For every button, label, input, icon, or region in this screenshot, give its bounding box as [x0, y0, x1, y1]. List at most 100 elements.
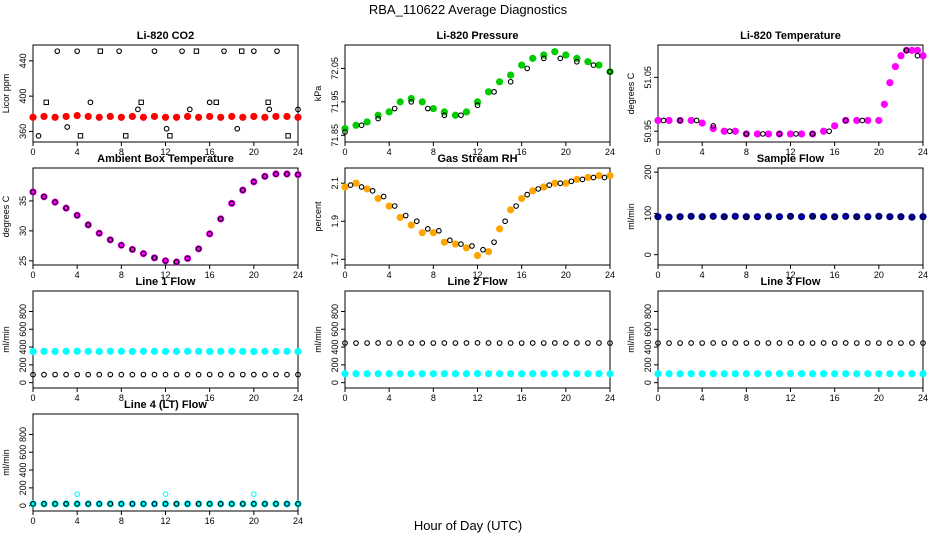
data-point: [726, 128, 733, 135]
data-point: [206, 112, 214, 121]
x-tick-label: 4: [75, 393, 80, 403]
data-point: [250, 112, 258, 121]
data-point: [172, 347, 181, 355]
series-1: [341, 172, 614, 260]
data-point: [228, 371, 235, 378]
data-point: [273, 171, 279, 177]
data-point: [418, 370, 426, 378]
data-point: [574, 58, 580, 65]
data-point: [342, 340, 348, 346]
data-point: [853, 116, 861, 125]
data-point: [397, 340, 404, 346]
data-point: [765, 340, 772, 346]
data-point: [573, 370, 581, 378]
x-tick-label: 0: [342, 147, 347, 157]
x-tick-label: 24: [605, 270, 615, 280]
data-point: [151, 254, 158, 261]
data-point: [573, 175, 581, 184]
data-point: [820, 214, 827, 220]
data-point: [273, 501, 279, 507]
data-point: [462, 370, 471, 378]
data-point: [163, 125, 170, 132]
data-point: [96, 371, 103, 378]
x-tick-label: 12: [160, 516, 170, 526]
y-tick-label: 1.7: [330, 253, 340, 266]
data-point: [765, 213, 772, 220]
data-point: [699, 214, 706, 220]
data-point: [518, 340, 525, 346]
data-point: [557, 55, 564, 62]
data-point: [173, 501, 180, 507]
data-point: [666, 214, 672, 221]
x-tick-label: 0: [655, 147, 660, 157]
data-point: [74, 48, 81, 55]
data-point: [151, 501, 158, 507]
data-point: [262, 371, 268, 378]
data-point: [213, 99, 219, 106]
data-point: [217, 501, 224, 507]
data-point: [495, 78, 504, 86]
data-point: [820, 340, 827, 346]
x-tick-label: 4: [75, 147, 80, 157]
y-tick-label: 200: [643, 165, 653, 180]
data-point: [107, 371, 114, 378]
data-point: [562, 51, 570, 59]
data-point: [584, 58, 592, 66]
data-point: [859, 117, 866, 124]
data-point: [74, 212, 81, 219]
data-point: [106, 112, 114, 121]
data-point: [693, 117, 700, 124]
data-point: [698, 370, 706, 378]
y-axis-label: ml/min: [313, 326, 323, 353]
data-point: [183, 347, 192, 355]
data-point: [352, 370, 360, 378]
data-point: [787, 340, 794, 346]
data-point: [886, 370, 894, 378]
y-tick-label: 600: [18, 322, 28, 337]
data-point: [462, 244, 471, 252]
data-point: [391, 105, 398, 112]
data-point: [720, 370, 728, 378]
data-point: [239, 347, 247, 355]
data-point: [540, 370, 548, 378]
data-point: [513, 203, 519, 209]
data-point: [687, 116, 695, 125]
data-point: [441, 340, 448, 346]
data-point: [666, 340, 672, 346]
data-point: [51, 347, 59, 356]
data-point: [195, 371, 202, 378]
data-point: [842, 370, 850, 378]
panel-title: Li-820 Pressure: [437, 30, 519, 42]
data-point: [595, 61, 603, 69]
data-point: [30, 371, 36, 378]
data-point: [391, 203, 398, 209]
data-point: [743, 214, 750, 220]
data-point: [195, 113, 203, 121]
data-point: [484, 370, 493, 378]
x-tick-label: 8: [119, 270, 124, 280]
data-point: [85, 371, 92, 378]
data-point: [374, 370, 382, 378]
data-point: [820, 127, 828, 135]
data-point: [206, 347, 214, 356]
data-point: [451, 240, 460, 248]
data-point: [250, 491, 257, 497]
data-point: [875, 116, 883, 125]
data-point: [30, 189, 36, 195]
data-point: [897, 52, 905, 60]
series-1: [654, 369, 927, 378]
data-point: [568, 178, 575, 185]
series-2: [655, 213, 926, 221]
y-tick-label: 100: [643, 206, 653, 221]
panel-title: Line 2 Flow: [448, 276, 508, 288]
data-point: [217, 347, 225, 355]
data-point: [184, 255, 191, 262]
x-tick-label: 16: [205, 516, 215, 526]
data-point: [529, 187, 537, 195]
x-tick-label: 4: [387, 270, 392, 280]
data-point: [228, 200, 235, 207]
data-point: [193, 48, 200, 54]
data-point: [886, 79, 894, 87]
data-point: [831, 370, 839, 378]
data-point: [809, 340, 816, 346]
